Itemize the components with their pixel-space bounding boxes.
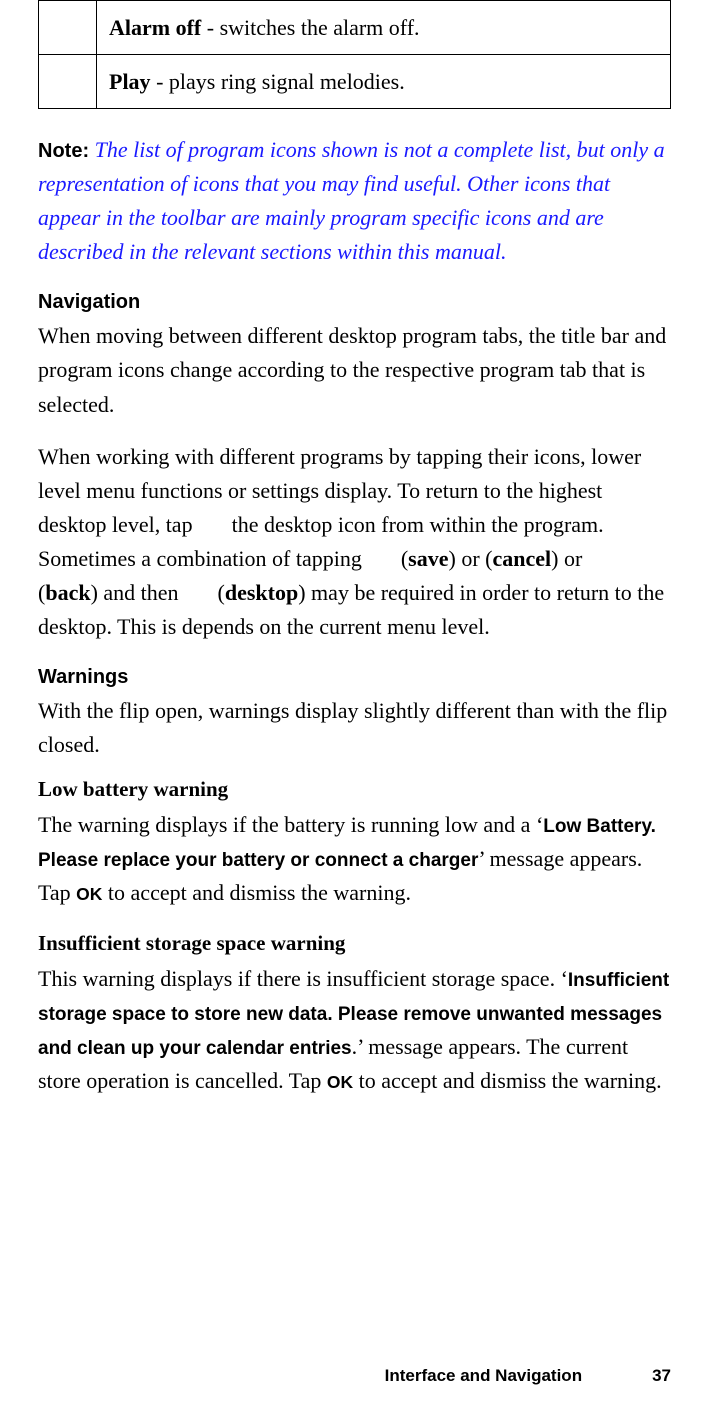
warnings-heading: Warnings xyxy=(38,662,671,692)
text-run: The warning displays if the battery is r… xyxy=(38,812,543,837)
icon-term: Play xyxy=(109,69,151,94)
text-run: This warning displays if there is insuff… xyxy=(38,966,568,991)
text-run: ( xyxy=(212,580,225,605)
icon-description-table: Alarm off - switches the alarm off. Play… xyxy=(38,0,671,109)
table-row: Play - plays ring signal melodies. xyxy=(39,55,671,109)
low-battery-heading: Low battery warning xyxy=(38,774,671,806)
text-run: ( xyxy=(395,546,408,571)
cancel-label: cancel xyxy=(492,546,551,571)
desc-cell: Alarm off - switches the alarm off. xyxy=(97,1,671,55)
text-run: to accept and dismiss the warning. xyxy=(353,1068,662,1093)
icon-cell xyxy=(39,55,97,109)
save-label: save xyxy=(408,546,448,571)
footer-page-number: 37 xyxy=(652,1366,671,1385)
note-body: The list of program icons shown is not a… xyxy=(38,137,665,264)
page-footer: Interface and Navigation 37 xyxy=(385,1363,671,1389)
navigation-para1: When moving between different desktop pr… xyxy=(38,319,671,421)
footer-section: Interface and Navigation xyxy=(385,1366,582,1385)
icon-term: Alarm off xyxy=(109,15,201,40)
icon-desc: - switches the alarm off. xyxy=(201,15,419,40)
navigation-para2: When working with different programs by … xyxy=(38,440,671,645)
storage-para: This warning displays if there is insuff… xyxy=(38,962,671,1098)
table-row: Alarm off - switches the alarm off. xyxy=(39,1,671,55)
text-run: ) or xyxy=(551,546,588,571)
text-run: to accept and dismiss the warning. xyxy=(102,880,411,905)
warnings-intro: With the flip open, warnings display sli… xyxy=(38,694,671,762)
navigation-heading: Navigation xyxy=(38,287,671,317)
note-paragraph: Note: The list of program icons shown is… xyxy=(38,133,671,269)
ok-label: OK xyxy=(327,1072,353,1092)
low-battery-para: The warning displays if the battery is r… xyxy=(38,808,671,910)
desc-cell: Play - plays ring signal melodies. xyxy=(97,55,671,109)
icon-desc: - plays ring signal melodies. xyxy=(151,69,405,94)
back-label: back xyxy=(45,580,90,605)
note-label: Note: xyxy=(38,140,95,162)
storage-heading: Insufficient storage space warning xyxy=(38,928,671,960)
icon-cell xyxy=(39,1,97,55)
text-run: ) and then xyxy=(91,580,184,605)
text-run: ) or xyxy=(449,546,486,571)
ok-label: OK xyxy=(76,884,102,904)
desktop-label: desktop xyxy=(225,580,298,605)
